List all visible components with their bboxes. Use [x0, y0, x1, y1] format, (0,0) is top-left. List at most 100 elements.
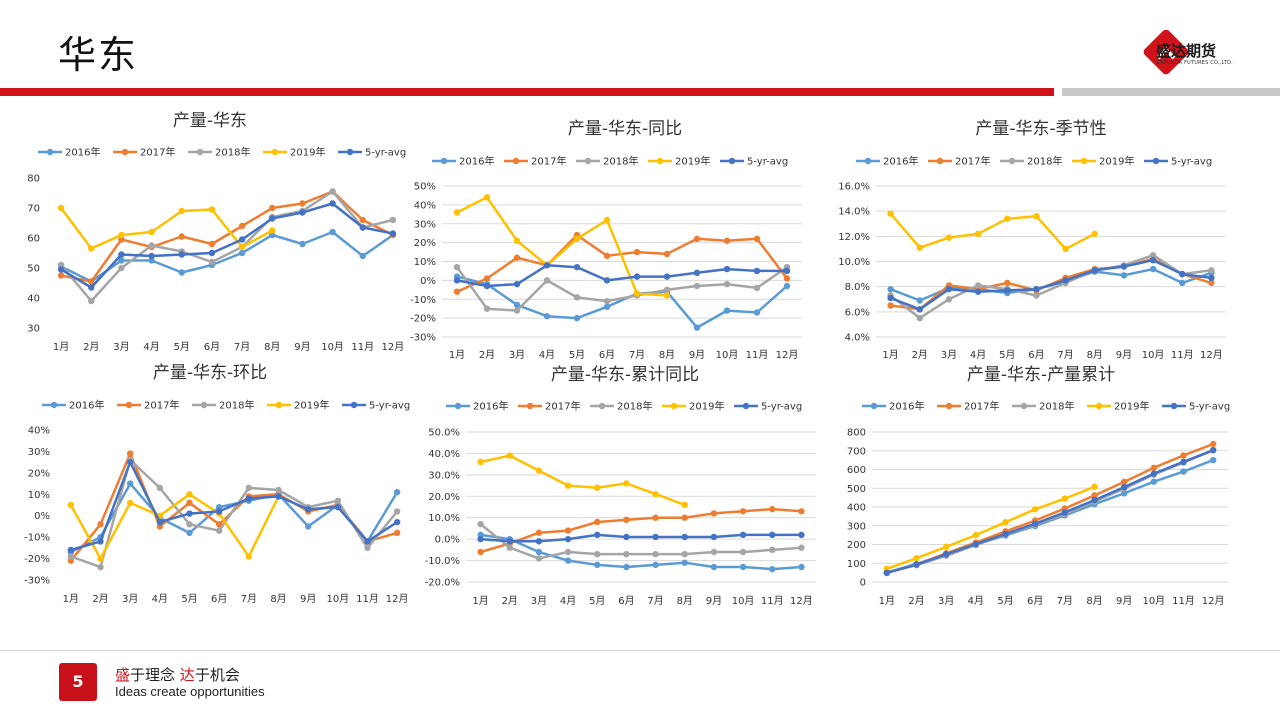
slogan-cn-part4: 于机会: [194, 666, 240, 684]
series-line: [69, 493, 280, 560]
legend-item: 5-yr-avg: [720, 157, 788, 168]
data-point: [974, 230, 982, 238]
legend-marker: [1170, 402, 1178, 410]
y-tick-label: 500: [847, 484, 866, 495]
data-point: [887, 302, 894, 309]
legend-marker: [584, 157, 592, 165]
data-point: [57, 261, 65, 269]
data-point: [1061, 495, 1069, 502]
series-line: [890, 258, 1212, 311]
legend-item: 2019年: [648, 155, 710, 168]
data-point: [753, 267, 761, 275]
data-point: [623, 480, 630, 487]
data-point: [798, 563, 805, 571]
data-point: [1062, 277, 1069, 284]
legend-marker: [870, 402, 878, 410]
data-point: [359, 252, 366, 260]
data-point: [304, 523, 312, 530]
series-line: [456, 233, 788, 293]
data-point: [783, 282, 791, 290]
x-tick-label: 7月: [241, 593, 257, 605]
series-line: [70, 460, 398, 552]
data-point: [887, 210, 894, 217]
x-tick-label: 3月: [113, 341, 129, 353]
data-point: [126, 480, 134, 487]
data-point: [506, 452, 513, 459]
x-tick-label: 2月: [83, 341, 99, 353]
data-point: [334, 497, 342, 504]
data-point: [178, 207, 185, 215]
series-line: [886, 485, 1095, 571]
data-point: [269, 204, 276, 212]
data-point: [1091, 496, 1098, 504]
legend-label: 2016年: [69, 399, 104, 412]
y-tick-label: -20.0%: [425, 578, 460, 589]
y-tick-label: 10%: [28, 490, 50, 501]
x-tick-label: 9月: [294, 341, 310, 353]
data-point: [783, 275, 791, 282]
data-point: [652, 550, 659, 558]
legend-label: 2017年: [545, 400, 580, 413]
data-point: [299, 209, 306, 216]
x-tick-label: 9月: [1116, 595, 1132, 607]
data-point: [483, 305, 491, 312]
chart-production-cumulative: 产量-华东-产量累计 2016年 2017年 2018年 2019年 5-yr-avg 0 1…: [847, 365, 1230, 607]
legend-label: 5-yr-avg: [1189, 402, 1230, 413]
data-point: [535, 467, 543, 474]
legend-marker: [1152, 157, 1160, 165]
data-point: [299, 240, 306, 248]
data-point: [739, 548, 747, 556]
legend-label: 2016年: [883, 155, 918, 168]
data-point: [1033, 292, 1040, 299]
x-tick-label: 10月: [732, 595, 755, 607]
data-point: [238, 243, 246, 251]
y-tick-label: 40: [27, 294, 40, 305]
x-tick-label: 10月: [1142, 349, 1165, 361]
y-tick-label: 12.0%: [838, 232, 870, 243]
data-point: [594, 550, 601, 558]
data-point: [564, 535, 572, 543]
x-tick-label: 1月: [449, 349, 465, 361]
x-tick-label: 2月: [502, 595, 518, 607]
data-point: [393, 518, 401, 526]
legend-marker: [275, 401, 283, 409]
legend-label: 2016年: [459, 155, 494, 168]
data-point: [887, 294, 894, 302]
data-point: [564, 527, 572, 534]
legend-label: 2018年: [1027, 155, 1062, 168]
data-point: [723, 237, 731, 244]
data-point: [1120, 272, 1128, 279]
legend-label: 2018年: [603, 155, 638, 168]
legend-marker: [598, 402, 606, 410]
legend-item: 5-yr-avg: [734, 402, 802, 413]
logo-mark-icon: [1143, 30, 1189, 75]
legend-item: 5-yr-avg: [1144, 157, 1212, 168]
x-tick-label: 9月: [300, 593, 316, 605]
data-point: [594, 531, 601, 539]
x-tick-label: 8月: [1086, 595, 1102, 607]
data-point: [299, 200, 306, 207]
data-point: [118, 264, 125, 272]
data-point: [67, 501, 75, 509]
legend-label: 2019年: [689, 400, 724, 413]
x-tick-label: 12月: [790, 595, 813, 607]
data-point: [652, 514, 659, 521]
y-tick-label: 800: [847, 428, 866, 439]
x-tick-label: 12月: [382, 341, 405, 353]
data-point: [603, 277, 611, 284]
data-point: [633, 273, 641, 280]
chart-production-cumulative-yoy: 产量-华东-累计同比 2016年 2017年 2018年 2019年 5-yr-avg -2…: [425, 365, 816, 607]
y-tick-label: 40.0%: [428, 449, 460, 460]
data-point: [513, 237, 521, 244]
legend-item: 2018年: [188, 146, 250, 159]
y-tick-label: -10%: [24, 533, 50, 544]
legend-label: 2016年: [65, 146, 100, 159]
legend-label: 5-yr-avg: [369, 401, 410, 412]
data-point: [564, 482, 572, 489]
data-point: [329, 188, 336, 195]
data-point: [887, 285, 894, 293]
data-point: [178, 269, 185, 276]
legend-item: 2016年: [862, 400, 924, 413]
legend-label: 2019年: [294, 399, 329, 412]
series-line: [456, 196, 668, 297]
